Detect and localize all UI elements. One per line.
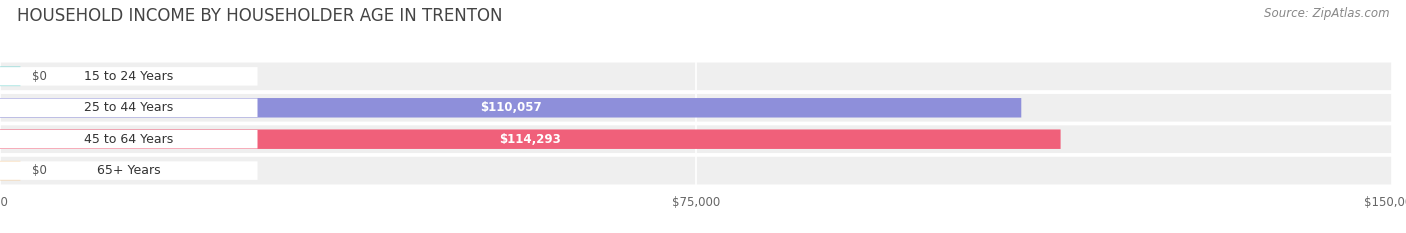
FancyBboxPatch shape [0, 125, 1392, 153]
Text: $114,293: $114,293 [499, 133, 561, 146]
Text: 65+ Years: 65+ Years [97, 164, 160, 177]
FancyBboxPatch shape [0, 130, 1060, 149]
Text: 45 to 64 Years: 45 to 64 Years [84, 133, 173, 146]
FancyBboxPatch shape [0, 130, 257, 148]
FancyBboxPatch shape [0, 62, 1392, 90]
FancyBboxPatch shape [0, 99, 257, 117]
FancyBboxPatch shape [0, 161, 257, 180]
Text: $0: $0 [31, 70, 46, 83]
FancyBboxPatch shape [0, 161, 21, 180]
Text: 25 to 44 Years: 25 to 44 Years [84, 101, 173, 114]
Text: 15 to 24 Years: 15 to 24 Years [84, 70, 173, 83]
FancyBboxPatch shape [0, 98, 1021, 117]
FancyBboxPatch shape [0, 94, 1392, 122]
FancyBboxPatch shape [0, 67, 257, 86]
Text: HOUSEHOLD INCOME BY HOUSEHOLDER AGE IN TRENTON: HOUSEHOLD INCOME BY HOUSEHOLDER AGE IN T… [17, 7, 502, 25]
Text: $110,057: $110,057 [479, 101, 541, 114]
Text: Source: ZipAtlas.com: Source: ZipAtlas.com [1264, 7, 1389, 20]
FancyBboxPatch shape [0, 157, 1392, 185]
Text: $0: $0 [31, 164, 46, 177]
FancyBboxPatch shape [0, 67, 21, 86]
